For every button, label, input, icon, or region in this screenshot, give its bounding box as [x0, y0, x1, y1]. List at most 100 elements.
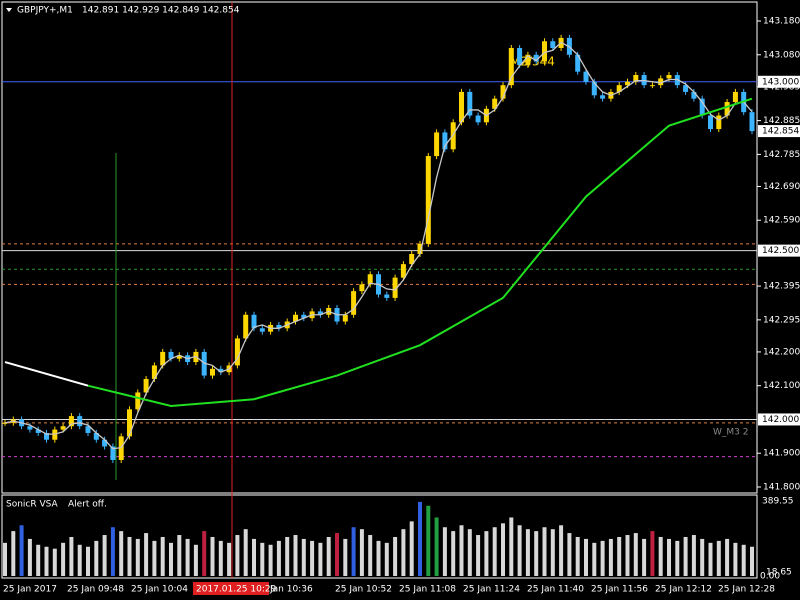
price-label: 143.180 — [763, 17, 800, 27]
candle — [583, 71, 589, 82]
volume-bar — [476, 535, 481, 576]
menu-arrow[interactable] — [6, 8, 12, 12]
volume-bar — [675, 540, 680, 576]
volume-bar — [725, 538, 730, 576]
volume-bar — [650, 531, 655, 576]
volume-bar — [185, 538, 190, 576]
candle — [392, 277, 398, 298]
time-label: 25 Jan 2017 — [3, 585, 57, 595]
volume-bar — [268, 544, 273, 576]
volume-bar — [700, 538, 705, 576]
volume-bar — [285, 536, 290, 576]
volume-bar — [617, 536, 622, 576]
candle — [135, 392, 141, 410]
volume-bar — [177, 535, 182, 576]
candle — [732, 91, 738, 103]
slow-ma — [87, 97, 753, 407]
time-label: 25 Jan 11:24 — [463, 585, 520, 595]
volume-bar — [625, 535, 630, 576]
candle — [210, 368, 215, 376]
volume-bar — [94, 540, 99, 576]
indicator-max: 389.55 — [762, 497, 794, 507]
candle — [68, 416, 74, 427]
indicator-pane — [1, 494, 758, 579]
price-label: 143.080 — [763, 50, 800, 60]
volume-bar — [27, 538, 32, 576]
volume-bar — [218, 540, 223, 576]
volume-bar — [351, 527, 356, 576]
cursor-time: 2017.01.25 10:29 — [196, 585, 277, 595]
volume-bar — [509, 517, 514, 576]
time-label: 25 Jan 12:12 — [655, 585, 712, 595]
volume-bar — [44, 546, 49, 576]
candle — [367, 274, 373, 285]
candle — [666, 75, 672, 79]
volume-bar — [243, 529, 248, 576]
candle — [85, 426, 91, 433]
volume-bar — [252, 538, 256, 576]
time-label: 25 Jan 11:40 — [527, 585, 584, 595]
volume-bar — [467, 529, 472, 576]
price-label: 143.000 — [762, 77, 799, 87]
price-marker — [758, 75, 800, 88]
candle — [417, 243, 423, 254]
candle — [27, 426, 33, 430]
price-label: 142.785 — [763, 150, 800, 160]
candle — [127, 409, 132, 437]
price-marker — [758, 244, 800, 257]
candle — [699, 98, 705, 116]
volume-bar — [683, 536, 688, 576]
candle — [2, 422, 8, 424]
candle — [276, 324, 282, 329]
volume-bar — [409, 521, 414, 576]
candle — [459, 91, 464, 123]
volume-bar — [160, 536, 165, 576]
candle — [691, 91, 697, 99]
volume-bar — [11, 531, 16, 576]
candle — [259, 328, 265, 332]
price-label: 141.900 — [763, 449, 800, 459]
candle — [434, 132, 440, 157]
volume-bar — [227, 542, 232, 576]
volume-bar — [501, 523, 505, 576]
volume-bar — [517, 525, 522, 576]
time-label: 25 Jan 12:28 — [718, 585, 775, 595]
volume-bar — [401, 529, 406, 576]
volume-bar — [210, 536, 215, 576]
candle — [517, 48, 523, 65]
volume-bar — [559, 525, 564, 576]
candle — [143, 378, 149, 393]
volume-bar — [193, 544, 198, 576]
candle — [575, 54, 581, 72]
candle — [359, 284, 365, 292]
volume-bar — [326, 536, 331, 576]
volume-bar — [592, 542, 597, 576]
volume-bar — [235, 535, 240, 576]
volume-bar — [3, 542, 7, 576]
volume-bar — [393, 536, 398, 576]
volume-bar — [542, 527, 547, 576]
candle — [342, 314, 348, 322]
level-tag: W_M3 2 — [713, 428, 748, 438]
volume-bar — [293, 535, 298, 576]
ohlc: 142.891 142.929 142.849 142.854 — [82, 6, 240, 16]
volume-bar — [658, 536, 663, 576]
price-label: 142.690 — [763, 182, 800, 192]
time-label: 25 Jan 10:52 — [335, 585, 392, 595]
volume-bar — [750, 546, 754, 576]
time-label: Jan 10:36 — [269, 585, 313, 595]
candle — [151, 365, 157, 379]
candle — [168, 351, 174, 359]
price-label: 142.100 — [763, 381, 800, 391]
volume-bar — [260, 542, 265, 576]
candle — [110, 446, 116, 460]
candle — [708, 115, 713, 130]
candle — [683, 85, 689, 92]
volume-bar — [61, 542, 66, 576]
candle — [218, 368, 224, 373]
symbol: GBPJPY+,M1 — [17, 6, 73, 16]
volume-bar — [144, 533, 149, 576]
price-marker — [758, 413, 800, 426]
price-label: 142.295 — [763, 315, 800, 325]
